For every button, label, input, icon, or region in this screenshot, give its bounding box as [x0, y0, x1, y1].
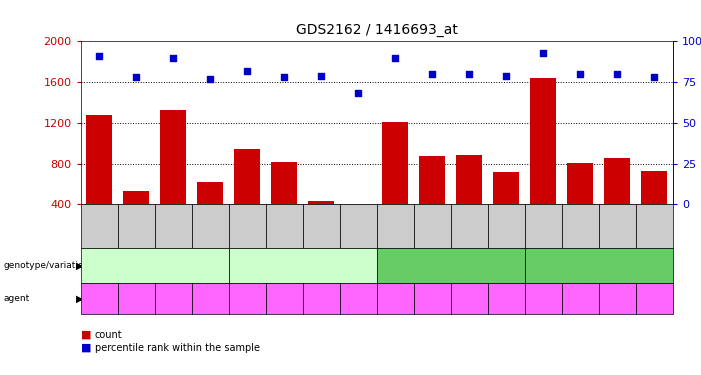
- Point: [538, 50, 549, 55]
- Point: [649, 74, 660, 80]
- Text: triple CH1 delns, p300 knock
out allele: triple CH1 delns, p300 knock out allele: [247, 256, 358, 275]
- Text: GSM67338: GSM67338: [390, 205, 400, 247]
- Bar: [308, 201, 334, 204]
- Bar: [641, 171, 667, 204]
- Text: DP: DP: [465, 296, 474, 302]
- Text: ▶: ▶: [76, 260, 83, 270]
- Bar: [382, 122, 408, 204]
- Text: CBP knock out allele: CBP knock out allele: [411, 261, 490, 270]
- Text: TSA: TSA: [130, 296, 143, 302]
- Text: GSM67352: GSM67352: [650, 205, 659, 247]
- Text: agent: agent: [4, 294, 29, 303]
- Bar: [123, 191, 149, 204]
- Text: DP: DP: [168, 296, 178, 302]
- Bar: [531, 78, 557, 204]
- Point: [205, 76, 216, 82]
- Text: TSA
and DP: TSA and DP: [198, 292, 222, 305]
- Text: GSM67349: GSM67349: [317, 205, 326, 247]
- Point: [353, 90, 364, 96]
- Text: TSA: TSA: [278, 296, 291, 302]
- Bar: [456, 156, 482, 204]
- Text: GSM67353: GSM67353: [354, 205, 363, 247]
- Text: GSM67348: GSM67348: [613, 205, 622, 247]
- Text: GSM67345: GSM67345: [280, 205, 289, 247]
- Text: TSA
and DP: TSA and DP: [642, 292, 667, 305]
- Text: DP: DP: [613, 296, 622, 302]
- Text: p300 knock out allele: p300 knock out allele: [557, 261, 640, 270]
- Text: ▶: ▶: [76, 294, 83, 303]
- Text: GSM67339: GSM67339: [95, 205, 104, 247]
- Text: ■: ■: [81, 330, 91, 339]
- Text: GSM67344: GSM67344: [576, 205, 585, 247]
- Text: GSM67346: GSM67346: [465, 205, 474, 247]
- Text: ■: ■: [81, 343, 91, 352]
- Point: [427, 71, 438, 77]
- Text: GSM67351: GSM67351: [205, 205, 215, 247]
- Title: GDS2162 / 1416693_at: GDS2162 / 1416693_at: [296, 24, 458, 38]
- Text: TSA
and DP: TSA and DP: [494, 292, 519, 305]
- Point: [168, 55, 179, 61]
- Text: GSM67342: GSM67342: [428, 205, 437, 247]
- Point: [390, 55, 401, 61]
- Bar: [86, 115, 112, 204]
- Text: percentile rank within the sample: percentile rank within the sample: [95, 343, 259, 352]
- Text: TSA: TSA: [573, 296, 587, 302]
- Point: [130, 74, 142, 80]
- Text: genotype/variation: genotype/variation: [4, 261, 90, 270]
- Bar: [494, 172, 519, 204]
- Text: EtOH: EtOH: [238, 296, 256, 302]
- Point: [575, 71, 586, 77]
- Text: EtOH: EtOH: [386, 296, 404, 302]
- Text: triple CH1 delns, CBP knock out
allele: triple CH1 delns, CBP knock out allele: [94, 256, 215, 275]
- Bar: [197, 182, 223, 204]
- Text: TSA: TSA: [426, 296, 439, 302]
- Bar: [419, 156, 445, 204]
- Point: [242, 68, 253, 74]
- Bar: [161, 110, 186, 204]
- Point: [612, 71, 623, 77]
- Point: [464, 71, 475, 77]
- Bar: [234, 149, 260, 204]
- Point: [93, 53, 104, 59]
- Bar: [346, 204, 372, 207]
- Text: GSM67350: GSM67350: [502, 205, 511, 247]
- Text: GSM67347: GSM67347: [169, 205, 177, 247]
- Text: GSM67340: GSM67340: [539, 205, 548, 247]
- Text: EtOH: EtOH: [534, 296, 552, 302]
- Text: GSM67341: GSM67341: [243, 205, 252, 247]
- Text: EtOH: EtOH: [90, 296, 108, 302]
- Point: [501, 72, 512, 78]
- Text: GSM67343: GSM67343: [132, 205, 141, 247]
- Text: DP: DP: [317, 296, 326, 302]
- Point: [315, 72, 327, 78]
- Point: [278, 74, 290, 80]
- Text: count: count: [95, 330, 122, 339]
- Bar: [604, 159, 630, 204]
- Bar: [271, 162, 297, 204]
- Bar: [567, 163, 593, 204]
- Text: TSA
and DP: TSA and DP: [346, 292, 371, 305]
